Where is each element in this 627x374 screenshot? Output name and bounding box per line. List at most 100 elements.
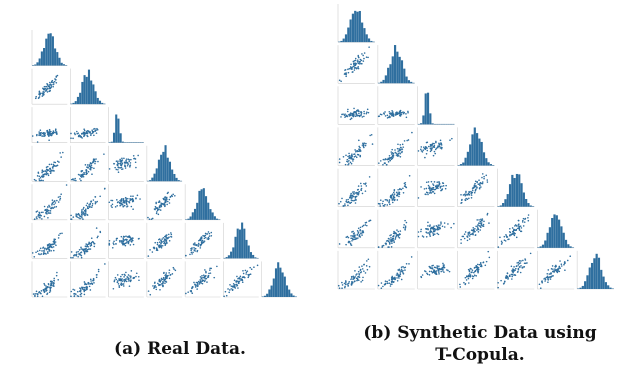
pairplot-cell-6-0 [31, 261, 68, 298]
scatter-point [233, 279, 236, 282]
scatter-point [46, 247, 49, 249]
scatter-point [486, 213, 489, 216]
scatter-point [208, 232, 211, 235]
scatter-point [475, 225, 477, 228]
scatter-point [379, 160, 382, 162]
scatter-point [355, 195, 358, 198]
scatter-point [345, 154, 347, 157]
scatter-point [195, 285, 197, 287]
scatter-point [436, 232, 439, 235]
scatter-point [513, 234, 516, 237]
scatter-point [228, 289, 231, 291]
histogram-bar [553, 214, 556, 248]
scatter-point [165, 280, 167, 283]
scatter-point [86, 244, 88, 246]
scatter-point [83, 131, 86, 134]
scatter-point [434, 229, 436, 232]
scatter-point [425, 235, 428, 238]
scatter-point [511, 275, 514, 278]
scatter-point [44, 134, 46, 137]
histogram-bar [153, 173, 156, 182]
scatter-point [70, 132, 72, 135]
histogram-bar [600, 269, 603, 289]
scatter-point [170, 232, 172, 234]
scatter-point [391, 148, 393, 151]
scatter-point [171, 273, 174, 275]
pairplot-cell-4-3 [457, 168, 495, 208]
scatter-point [242, 269, 244, 272]
scatter-point [35, 95, 37, 98]
scatter-point [37, 172, 40, 174]
scatter-point [256, 264, 259, 267]
histogram-bar [294, 296, 297, 297]
scatter-point [397, 143, 399, 146]
scatter-point [206, 233, 209, 235]
scatter-point [201, 276, 203, 279]
scatter-point [350, 244, 353, 246]
scatter-point [403, 224, 405, 226]
histogram-bar [506, 194, 509, 207]
scatter-point [121, 273, 124, 276]
scatter-point [190, 251, 193, 254]
scatter-point [398, 193, 400, 195]
scatter-point [197, 242, 200, 245]
histogram-bar [112, 132, 116, 143]
scatter-point [517, 270, 519, 273]
scatter-point [153, 247, 156, 250]
scatter-point [89, 245, 92, 247]
scatter-point [121, 157, 123, 160]
scatter-point [486, 212, 489, 215]
scatter-point [138, 279, 140, 282]
pairplot-cell-2-0 [31, 107, 68, 144]
histogram-bar [555, 215, 558, 248]
scatter-point [550, 272, 552, 274]
scatter-point [349, 118, 352, 121]
scatter-point [44, 90, 47, 92]
scatter-point [45, 88, 48, 91]
histogram-bar [254, 257, 257, 259]
scatter-point [84, 214, 86, 217]
scatter-point [354, 111, 357, 113]
scatter-point [46, 289, 48, 292]
scatter-point [55, 78, 57, 81]
histogram-bar [546, 232, 549, 248]
scatter-point [52, 243, 54, 245]
scatter-point [56, 160, 59, 163]
scatter-point [432, 154, 435, 157]
scatter-point [398, 111, 401, 113]
scatter-point [388, 200, 391, 203]
scatter-point [352, 278, 354, 281]
scatter-point [555, 264, 557, 267]
scatter-point [52, 131, 55, 133]
scatter-point [38, 212, 41, 214]
histogram-bar [126, 142, 129, 143]
scatter-point [398, 188, 401, 191]
scatter-point [231, 289, 234, 292]
scatter-point [471, 275, 474, 277]
scatter-point [433, 142, 435, 145]
scatter-point [435, 266, 437, 269]
scatter-point [59, 232, 62, 235]
scatter-point [156, 209, 159, 212]
scatter-point [350, 63, 352, 66]
scatter-point [50, 163, 53, 166]
scatter-point [440, 221, 442, 223]
scatter-point [428, 233, 431, 236]
scatter-point [157, 282, 159, 285]
scatter-point [369, 134, 371, 137]
scatter-point [191, 286, 194, 288]
scatter-point [351, 196, 354, 198]
scatter-point [422, 236, 425, 238]
scatter-point [185, 254, 187, 257]
scatter-point [353, 232, 356, 234]
scatter-point [438, 271, 440, 273]
scatter-point [391, 112, 393, 115]
scatter-point [52, 132, 55, 135]
scatter-point [90, 133, 92, 135]
scatter-point [470, 196, 473, 199]
scatter-point [147, 216, 149, 219]
scatter-point [84, 164, 87, 166]
scatter-point [197, 245, 200, 247]
scatter-point [512, 271, 514, 274]
scatter-point [396, 147, 399, 150]
